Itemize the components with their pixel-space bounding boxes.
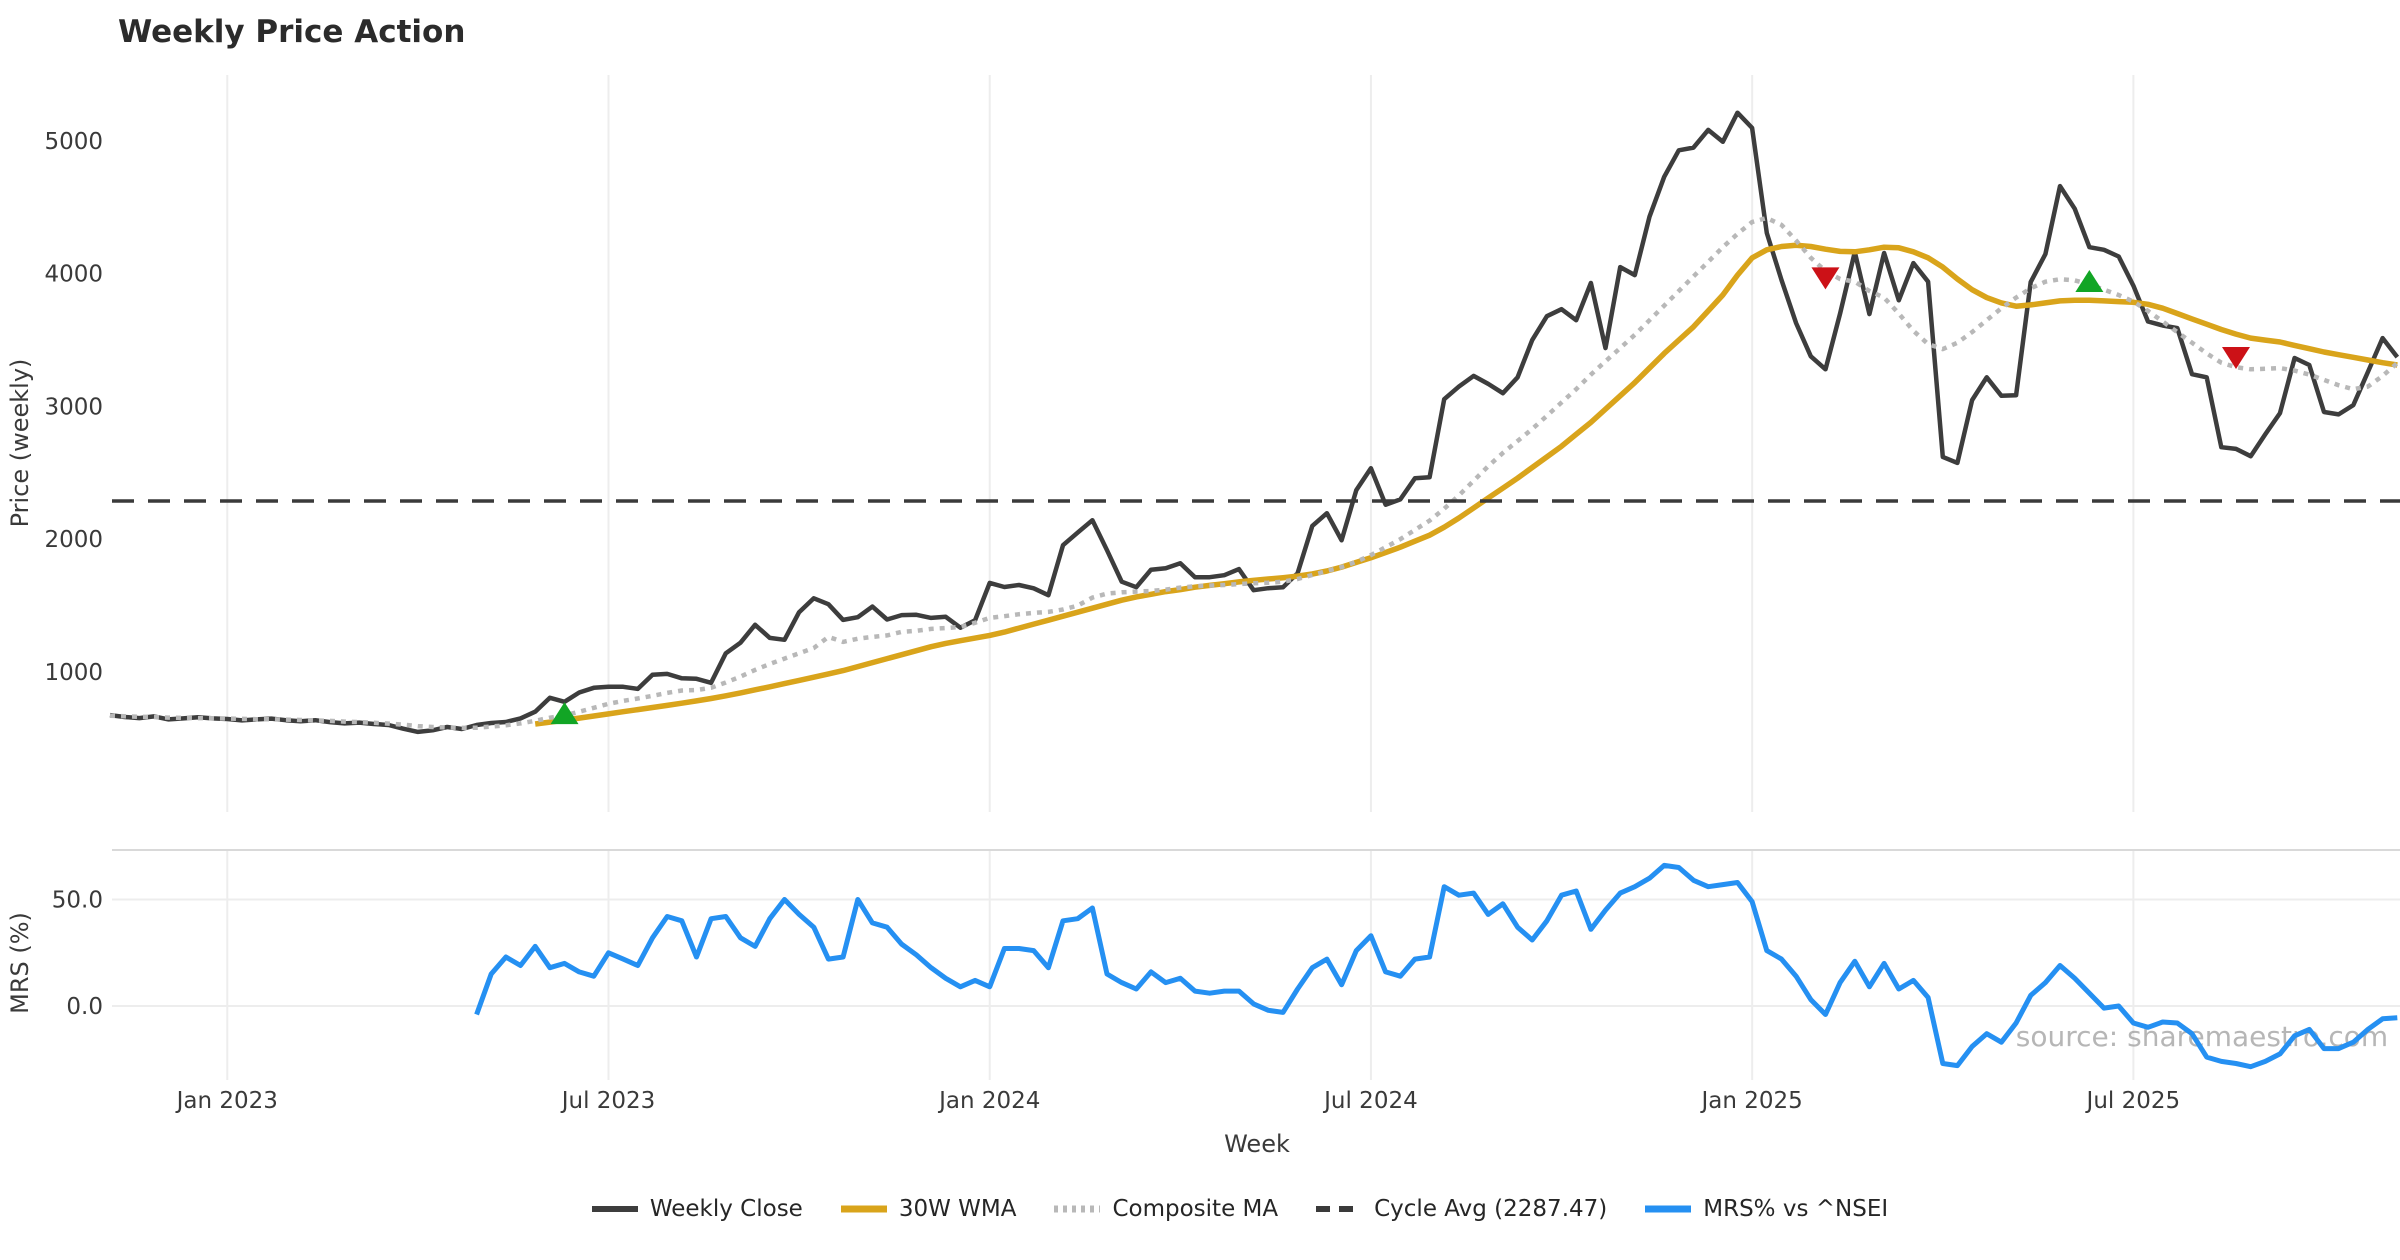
series-mrs-vs-nsei [474, 862, 2398, 1070]
legend-line-swatch [1645, 1205, 1692, 1213]
mrs-tick-label: 50.0 [52, 888, 103, 914]
triangle-up-marker-icon [550, 702, 579, 725]
mrs-tick-label: 0.0 [66, 994, 103, 1020]
legend-label: Cycle Avg (2287.47) [1374, 1196, 1608, 1222]
signal-markers [550, 267, 2250, 725]
triangle-down-marker-icon [1811, 267, 1840, 290]
legend-item-cycle-avg-2287-47-: Cycle Avg (2287.47) [1316, 1196, 1607, 1222]
x-tick-label: Jul 2023 [560, 1088, 656, 1114]
series-composite-ma [109, 215, 2399, 731]
axes: Jan 2023 Jul 2023 Jan 2024 Jul 2024 Jan 2025… [44, 129, 2180, 1114]
legend-line-swatch [591, 1206, 638, 1212]
legend: Weekly Close 30W WMA Composite MA Cycle Avg… [80, 1196, 2400, 1222]
gridlines [112, 75, 2400, 1080]
legend-label: Weekly Close [649, 1196, 803, 1222]
mrs-axis-label: MRS (%) [6, 912, 34, 1014]
triangle-down-marker-icon [2221, 347, 2250, 370]
legend-label: MRS% vs ^NSEI [1703, 1196, 1889, 1222]
x-tick-label: Jul 2024 [1322, 1088, 1418, 1114]
x-tick-label: Jul 2025 [2085, 1088, 2181, 1114]
week-axis-label: Week [1224, 1130, 1290, 1158]
legend-label: 30W WMA [898, 1196, 1017, 1222]
legend-line-swatch [840, 1205, 887, 1213]
price-tick-label: 5000 [44, 129, 103, 155]
price-axis-label: Price (weekly) [6, 359, 34, 528]
legend-line-swatch [1316, 1206, 1363, 1212]
legend-line-swatch [1054, 1205, 1101, 1213]
legend-label: Composite MA [1112, 1196, 1279, 1222]
chart-title: Weekly Price Action [118, 14, 465, 50]
price-tick-label: 1000 [44, 660, 103, 686]
legend-item-composite-ma: Composite MA [1054, 1196, 1278, 1222]
x-tick-label: Jan 2024 [937, 1088, 1040, 1114]
legend-item-mrs-vs-nsei: MRS% vs ^NSEI [1645, 1196, 1888, 1222]
price-tick-label: 3000 [44, 394, 103, 420]
x-tick-label: Jan 2023 [175, 1088, 278, 1114]
legend-item-weekly-close: Weekly Close [591, 1196, 803, 1222]
series-weekly-close [109, 110, 2400, 735]
legend-item-30w-wma: 30W WMA [840, 1196, 1017, 1222]
data-series [109, 110, 2400, 1070]
triangle-up-marker-icon [2075, 270, 2104, 293]
price-tick-label: 4000 [44, 262, 103, 288]
price-tick-label: 2000 [44, 527, 103, 553]
x-tick-label: Jan 2025 [1699, 1088, 1802, 1114]
series-30w-wma [534, 242, 2398, 727]
